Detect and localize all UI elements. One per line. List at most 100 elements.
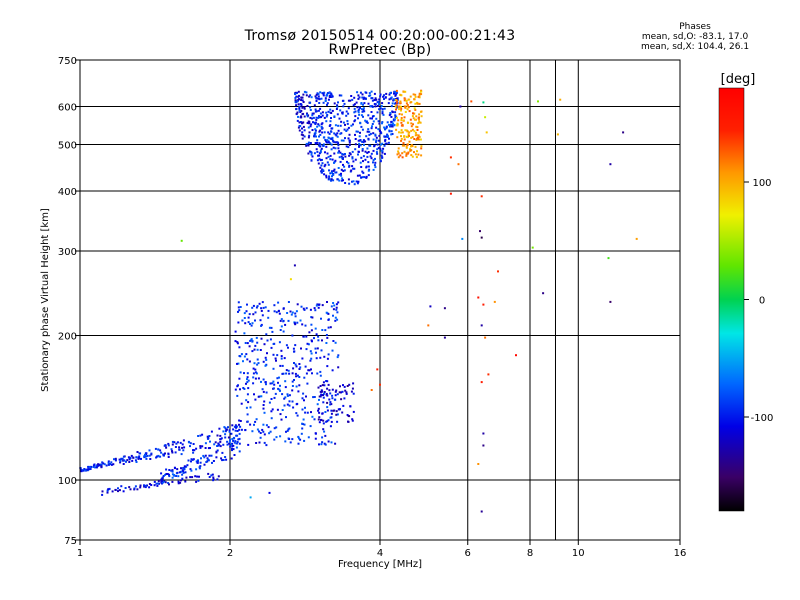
echo-point [337,354,340,357]
echo-point [391,102,394,105]
echo-point [393,92,395,95]
echo-point [373,92,376,95]
echo-point [245,353,248,356]
echo-point [278,312,281,315]
echo-point [118,489,121,492]
echo-point [317,109,320,112]
echo-point [300,347,302,350]
echo-point [297,98,300,101]
echo-point [316,403,319,406]
echo-point [271,408,274,411]
echo-point [259,349,262,351]
x-tick-label: 6 [465,548,471,559]
echo-point [365,121,368,123]
echo-point [251,322,254,325]
echo-point [323,91,326,94]
echo-point [334,159,337,162]
echo-point [334,394,337,397]
echo-point [279,384,281,387]
echo-point [330,127,333,130]
echo-point [216,445,219,447]
echo-point [259,436,262,439]
echo-point [357,139,360,142]
echo-point [310,357,313,360]
echo-point [237,438,240,441]
echo-point [330,420,333,423]
echo-point [319,370,322,373]
echo-point [291,389,294,392]
echo-point [210,454,213,457]
echo-point [408,110,411,113]
echo-point [176,468,179,471]
echo-point [321,384,324,387]
echo-point [175,475,178,477]
echo-point [470,100,473,103]
echo-point [375,141,377,144]
echo-point [344,389,347,392]
echo-point [145,452,148,455]
echo-point [277,310,280,313]
echo-point [316,141,319,144]
echo-point [367,174,370,177]
echo-point [320,389,323,392]
echo-point [207,459,210,462]
echo-point [301,408,304,411]
echo-point [237,301,240,304]
echo-point [368,130,371,133]
echo-point [291,334,294,337]
echo-point [199,434,202,437]
echo-point [316,372,319,375]
phases-heading: Phases [679,22,711,32]
echo-point [379,95,382,98]
echo-point [388,98,391,101]
echo-point [192,449,194,452]
echo-point [393,98,396,101]
echo-point [212,479,215,482]
echo-point [191,458,194,461]
echo-point [295,99,297,102]
echo-point [269,430,272,433]
echo-point [417,95,420,98]
echo-point [352,160,355,163]
echo-point [374,97,377,100]
echo-point [176,441,179,444]
echo-point [171,450,173,453]
echo-point [358,145,360,148]
echo-point [128,486,131,489]
echo-point [311,117,313,120]
echo-point [335,108,338,110]
echo-point [342,163,344,166]
echo-point [323,391,326,393]
echo-point [240,402,243,405]
echo-point [204,447,207,449]
echo-point [340,174,343,177]
echo-point [319,159,322,162]
echo-point [323,392,325,395]
echo-point [301,397,304,400]
echo-point [182,449,185,452]
echo-point [367,128,370,131]
echo-point [240,428,243,431]
echo-point [321,114,324,117]
echo-point [129,488,132,491]
echo-point [417,136,419,139]
echo-point [304,324,307,327]
echo-point [246,381,249,384]
echo-point [357,108,360,111]
echo-point [318,443,320,446]
echo-point [401,152,404,155]
echo-point [194,475,197,478]
echo-point [341,411,344,414]
echo-point [325,176,328,179]
echo-point [376,101,379,104]
echo-point [186,464,189,467]
y-tick-label: 750 [58,56,77,67]
echo-point [300,96,303,99]
echo-point [307,144,310,147]
echo-point [310,411,312,414]
echo-point [348,165,351,168]
echo-point [238,346,241,349]
echo-point [341,177,344,180]
echo-point [389,125,391,128]
echo-point [313,396,316,398]
